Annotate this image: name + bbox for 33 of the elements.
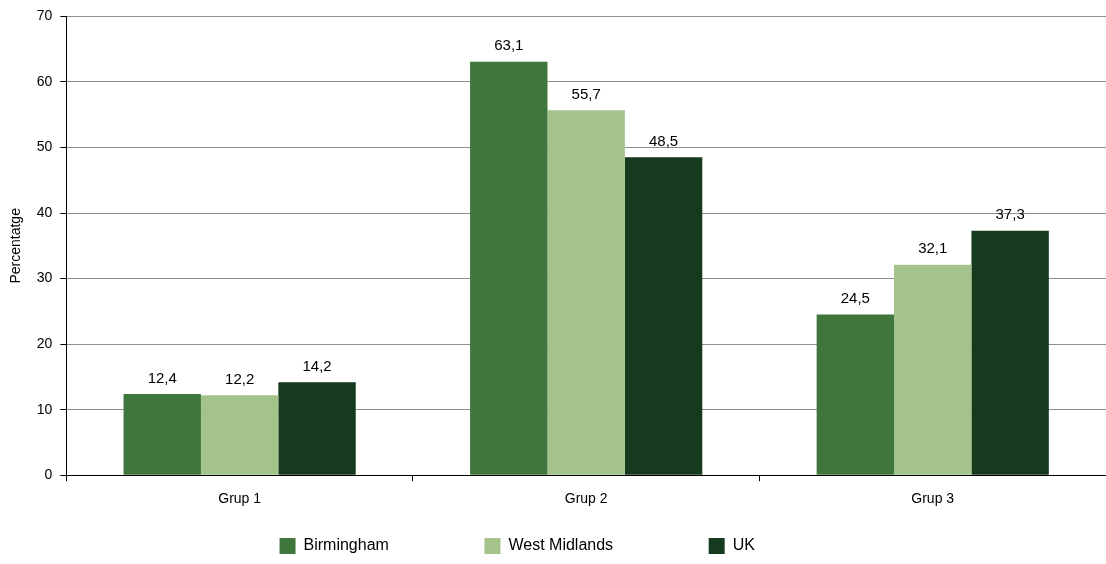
bar [278, 382, 356, 475]
y-tick-label: 0 [44, 466, 53, 483]
data-label: 24,5 [840, 289, 870, 307]
legend-label: Birmingham [303, 536, 465, 554]
y-tick-label: 20 [36, 334, 53, 351]
y-tick-label: 40 [36, 203, 53, 220]
data-label: 48,5 [648, 131, 679, 149]
legend-label: West Midlands [508, 536, 689, 554]
data-label: 63,1 [494, 36, 524, 54]
x-tick-label: Grup 2 [564, 490, 608, 507]
bar [470, 61, 548, 475]
data-label: 37,3 [995, 205, 1025, 223]
bar [547, 110, 625, 475]
y-tick-label: 30 [36, 269, 53, 286]
x-tick-label: Grup 1 [218, 490, 262, 507]
legend-label: UK [732, 536, 831, 554]
bar [816, 314, 895, 475]
data-label: 12,2 [225, 369, 255, 387]
x-tick-label: Grup 3 [911, 490, 955, 507]
y-tick-label: 50 [36, 138, 53, 155]
y-tick-label: 60 [36, 72, 53, 89]
data-label: 32,1 [918, 239, 948, 257]
bar [123, 393, 201, 475]
data-label: 12,4 [147, 368, 177, 386]
data-label: 55,7 [571, 84, 601, 102]
data-label: 14,2 [302, 356, 332, 374]
bar [624, 157, 703, 475]
bar [200, 395, 279, 475]
y-tick-label: 10 [36, 400, 53, 417]
bar [971, 230, 1049, 475]
y-tick-label: 70 [36, 7, 53, 24]
y-axis-title: Percentatge [7, 207, 24, 284]
bar [894, 264, 972, 475]
